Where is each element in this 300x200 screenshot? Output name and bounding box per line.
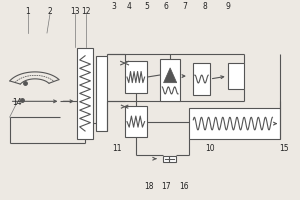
Text: 15: 15 [280, 144, 289, 153]
Bar [193, 63, 210, 95]
Bar [77, 48, 93, 139]
Text: 14: 14 [12, 98, 22, 107]
Bar [124, 61, 147, 93]
Text: 4: 4 [127, 2, 131, 11]
Bar [189, 108, 280, 139]
Text: 2: 2 [48, 7, 52, 16]
Bar [228, 63, 244, 89]
Text: 1: 1 [25, 7, 30, 16]
Bar [124, 106, 147, 137]
Text: 13: 13 [70, 7, 80, 16]
Polygon shape [164, 68, 177, 83]
Text: 3: 3 [112, 2, 117, 11]
Text: 10: 10 [205, 144, 214, 153]
Bar [96, 56, 107, 131]
Text: 5: 5 [145, 2, 149, 11]
Text: 12: 12 [81, 7, 91, 16]
Text: 9: 9 [225, 2, 230, 11]
Text: 18: 18 [144, 182, 153, 191]
Text: 11: 11 [112, 144, 122, 153]
Text: 16: 16 [179, 182, 189, 191]
Text: 17: 17 [162, 182, 171, 191]
Text: 6: 6 [164, 2, 169, 11]
Bar [163, 156, 176, 162]
Text: 8: 8 [203, 2, 208, 11]
Bar [160, 59, 180, 101]
Text: 7: 7 [182, 2, 187, 11]
